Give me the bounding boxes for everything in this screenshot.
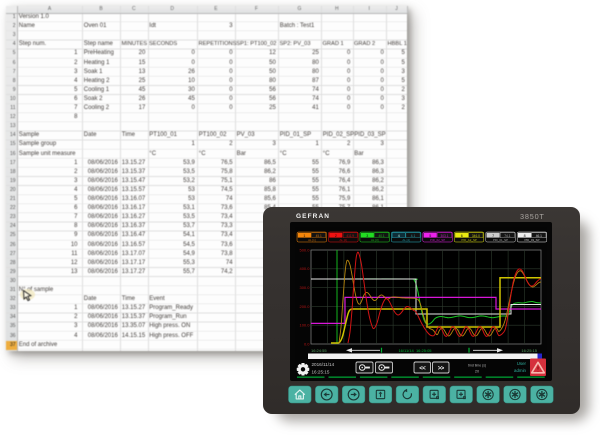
svg-text:300.0: 300.0: [299, 285, 310, 290]
svg-text:411.9: 411.9: [346, 234, 354, 238]
svg-text:346.0: 346.0: [472, 234, 480, 238]
svg-text:2: 2: [335, 234, 337, 238]
svg-text:7: 7: [492, 234, 494, 238]
svg-text:303.1: 303.1: [441, 234, 449, 238]
svg-text:6: 6: [461, 234, 463, 238]
svg-text:16:24:55: 16:24:55: [311, 348, 327, 353]
svg-text:PID_01_SP: PID_01_SP: [493, 238, 508, 242]
svg-text:400.0: 400.0: [299, 266, 310, 271]
svg-text:AL [4]: AL [4]: [402, 238, 410, 242]
svg-text:AL [1]: AL [1]: [308, 238, 316, 242]
svg-text:admin: admin: [514, 368, 527, 373]
svg-text:2016/11/14: 2016/11/14: [312, 362, 335, 367]
svg-text:1: 1: [303, 234, 305, 238]
svg-text:200.0: 200.0: [299, 304, 310, 309]
svg-text:46.1: 46.1: [536, 234, 542, 238]
svg-text:16:25:15: 16:25:15: [521, 348, 537, 353]
svg-text:8: 8: [524, 234, 526, 238]
svg-text:74.1: 74.1: [504, 234, 510, 238]
svg-text:16:25:15: 16:25:15: [312, 370, 330, 375]
svg-text:AL [2]: AL [2]: [339, 238, 347, 242]
svg-text:16/11/14 16:25:05: 16/11/14 16:25:05: [398, 348, 432, 353]
svg-text:PID_A2_SP: PID_A2_SP: [461, 238, 476, 242]
svg-text:AL [3]: AL [3]: [371, 238, 379, 242]
svg-text:3: 3: [366, 234, 368, 238]
svg-text:0.0: 0.0: [304, 341, 310, 346]
svg-text:40.1: 40.1: [378, 234, 384, 238]
svg-text:45.1: 45.1: [316, 234, 322, 238]
svg-text:<<: <<: [419, 366, 426, 372]
svg-text:PID_03_SP: PID_03_SP: [524, 238, 539, 242]
svg-text:100.0: 100.0: [299, 323, 310, 328]
svg-text:4: 4: [398, 234, 400, 238]
svg-text:500.0: 500.0: [299, 247, 310, 252]
svg-text:PID_02_SP: PID_02_SP: [430, 238, 445, 242]
svg-text:>>: >>: [438, 366, 445, 372]
svg-text:trnd time (s): trnd time (s): [468, 364, 486, 368]
svg-text:4.1: 4.1: [411, 234, 416, 238]
svg-text:5: 5: [429, 234, 431, 238]
svg-text:20: 20: [475, 370, 479, 374]
svg-text:User: User: [517, 361, 527, 366]
